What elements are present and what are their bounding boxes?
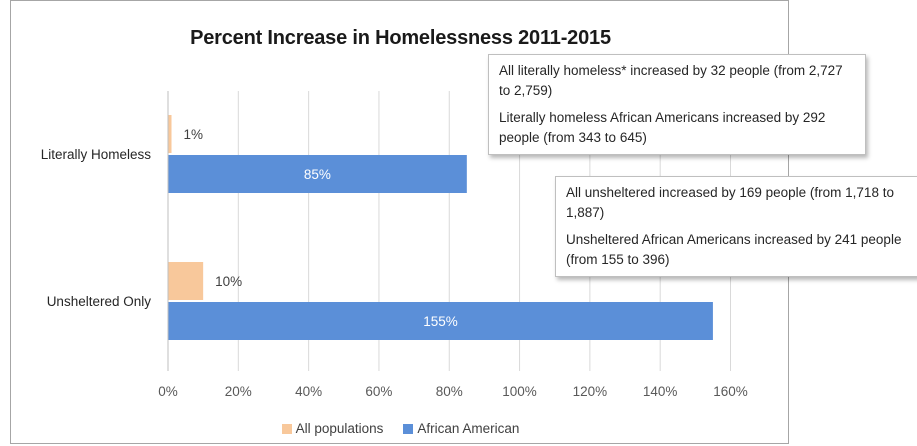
data-label-african-american: 85% bbox=[304, 167, 331, 182]
x-tick-label: 140% bbox=[643, 384, 678, 399]
callout-unsheltered-line2: Unsheltered African Americans increased … bbox=[566, 232, 902, 267]
data-label-african-american: 155% bbox=[423, 314, 458, 329]
x-tick-label: 80% bbox=[436, 384, 463, 399]
legend-label-african-american: African American bbox=[417, 421, 520, 436]
bar-african-american bbox=[168, 302, 713, 340]
legend-swatch-all-populations bbox=[281, 423, 292, 434]
data-label-all-populations: 1% bbox=[184, 127, 204, 142]
legend-item-all-populations: All populations bbox=[281, 421, 384, 436]
x-tick-label: 100% bbox=[502, 384, 537, 399]
legend-swatch-african-american bbox=[403, 423, 414, 434]
bar-african-american bbox=[168, 155, 467, 193]
callout-unsheltered: All unsheltered increased by 169 people … bbox=[555, 176, 917, 277]
x-tick-label: 0% bbox=[158, 384, 178, 399]
plot-area: 0% 20% 40% 60% 80% 100% 120% 140% 160% Literally … bbox=[41, 91, 748, 399]
x-tick-label: 160% bbox=[713, 384, 748, 399]
x-tick-label: 20% bbox=[225, 384, 252, 399]
x-tick-label: 120% bbox=[573, 384, 608, 399]
category-label: Unsheltered Only bbox=[47, 294, 152, 309]
callout-literally-homeless-line1: All literally homeless* increased by 32 … bbox=[499, 63, 843, 98]
legend: All populations African American bbox=[11, 421, 790, 436]
chart-frame: Percent Increase in Homelessness 2011-20… bbox=[10, 0, 917, 444]
x-tick-label: 40% bbox=[295, 384, 322, 399]
chart-title: Percent Increase in Homelessness 2011-20… bbox=[190, 27, 611, 49]
callout-literally-homeless: All literally homeless* increased by 32 … bbox=[488, 54, 866, 155]
x-tick-label: 60% bbox=[365, 384, 392, 399]
data-label-all-populations: 10% bbox=[215, 274, 242, 289]
category-label: Literally Homeless bbox=[41, 147, 152, 162]
bar-all-populations bbox=[168, 115, 172, 153]
bar-all-populations bbox=[168, 262, 204, 300]
callout-literally-homeless-line2: Literally homeless African Americans inc… bbox=[499, 110, 826, 145]
legend-item-african-american: African American bbox=[403, 421, 519, 436]
callout-unsheltered-line1: All unsheltered increased by 169 people … bbox=[566, 185, 894, 220]
legend-label-all-populations: All populations bbox=[295, 421, 384, 436]
